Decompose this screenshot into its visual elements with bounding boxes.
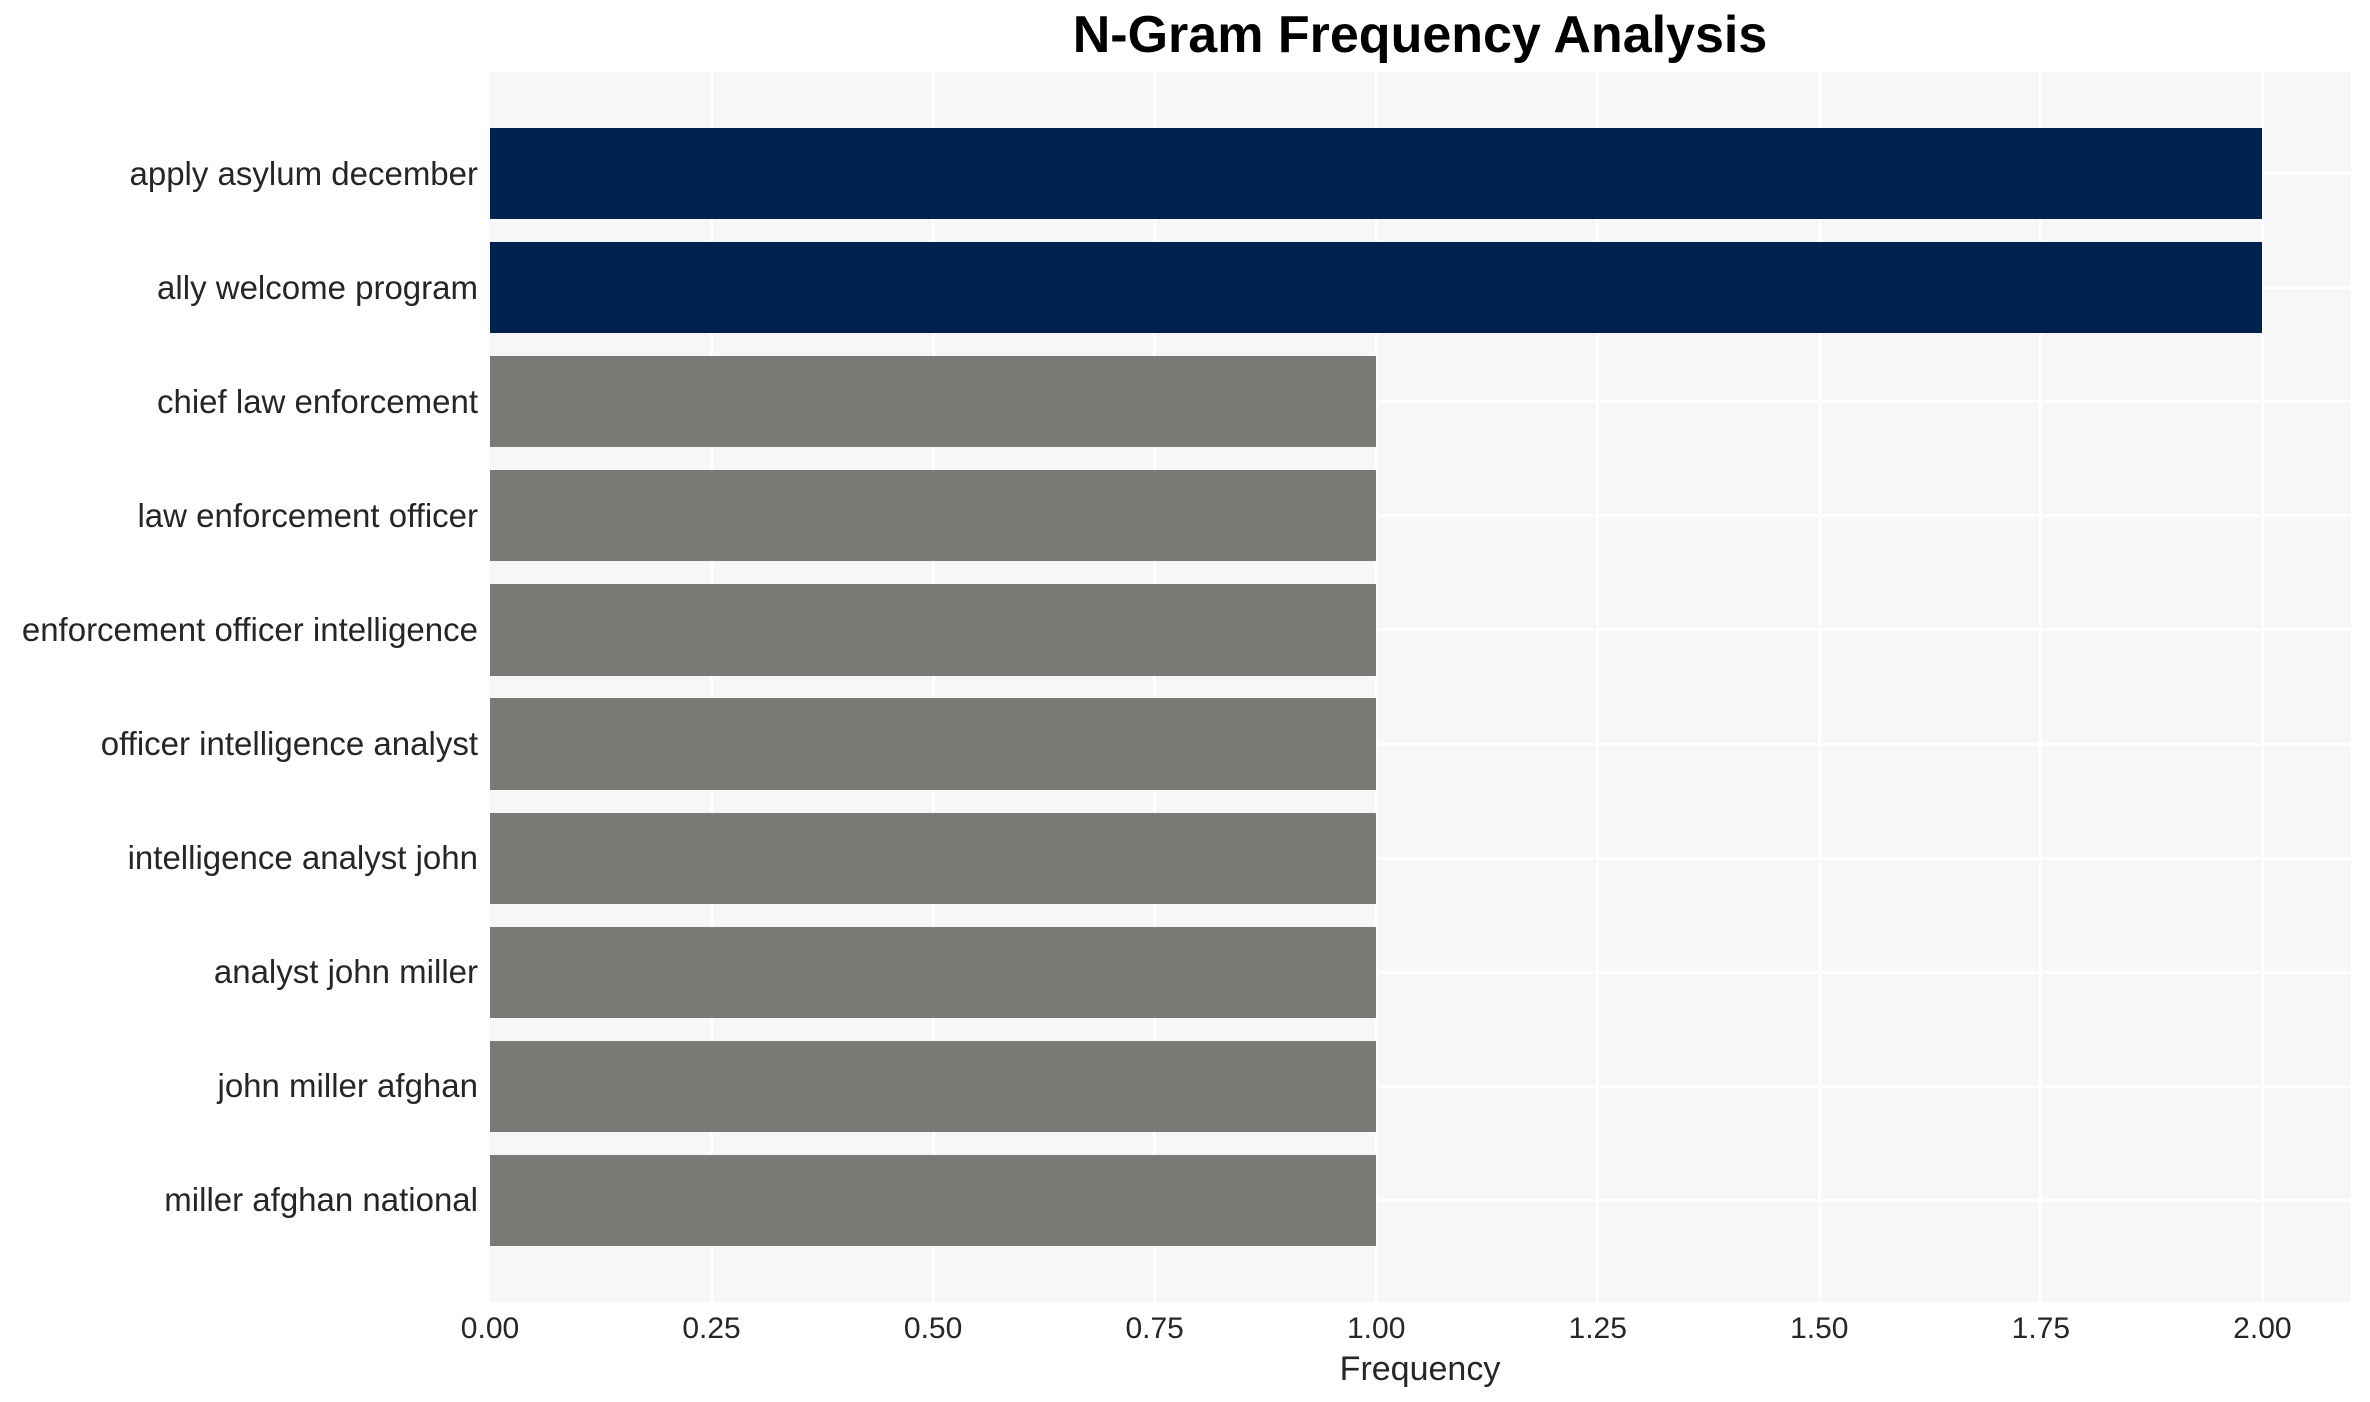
y-tick-label-4: law enforcement officer [137,496,478,534]
y-tick-label-3: chief law enforcement [157,382,478,420]
gridline-y-7 [490,856,2351,860]
x-tick-label-1.50: 1.50 [1790,1312,1849,1345]
bar-4 [490,470,1377,562]
x-tick-label-2.00: 2.00 [2233,1312,2292,1345]
gridline-x-0.50 [931,72,935,1302]
gridline-y-9 [490,1084,2351,1088]
gridline-x-0.75 [1153,72,1157,1302]
gridline-x-1.75 [2039,72,2043,1302]
gridline-y-3 [490,400,2351,404]
bar-1 [490,127,2263,220]
bar-9 [490,1040,1377,1132]
gridline-y-8 [490,970,2351,974]
gridline-y-5 [490,628,2351,632]
y-tick-label-8: analyst john miller [213,953,478,991]
bar-6 [490,698,1377,790]
x-tick-label-1.75: 1.75 [2011,1312,2071,1345]
gridline-x-0.25 [710,72,714,1302]
y-tick-label-1: apply asylum december [129,154,479,192]
gridline-y-10 [490,1198,2351,1202]
gridline-x-1.25 [1596,72,1600,1302]
y-tick-label-5: enforcement officer intelligence [21,610,478,648]
x-axis-label: Frequency [1339,1350,1501,1388]
gridline-y-6 [490,742,2351,746]
x-tick-label-0.00: 0.00 [460,1312,520,1345]
y-tick-label-10: miller afghan national [164,1181,478,1219]
gridline-x-1.00 [1374,72,1378,1302]
bar-7 [490,812,1377,904]
gridline-y-4 [490,514,2351,518]
bar-8 [490,926,1377,1018]
y-tick-label-2: ally welcome program [157,268,478,306]
x-tick-label-1.25: 1.25 [1568,1312,1627,1345]
x-tick-label-0.50: 0.50 [903,1312,963,1345]
y-tick-label-9: john miller afghan [217,1067,479,1105]
gridline-x-2.00 [2260,72,2264,1302]
chart-title: N-Gram Frequency Analysis [1072,6,1768,64]
bar-10 [490,1154,1377,1247]
x-tick-label-0.25: 0.25 [682,1312,741,1345]
bar-5 [490,584,1377,676]
bar-2 [490,242,2263,334]
y-tick-label-7: intelligence analyst john [127,839,478,877]
plot-area [490,72,2351,1302]
x-tick-label-1.00: 1.00 [1346,1312,1406,1345]
x-tick-label-0.75: 0.75 [1125,1312,1184,1345]
bar-3 [490,356,1377,448]
y-tick-label-6: officer intelligence analyst [100,725,478,763]
gridline-x-1.50 [1817,72,1821,1302]
